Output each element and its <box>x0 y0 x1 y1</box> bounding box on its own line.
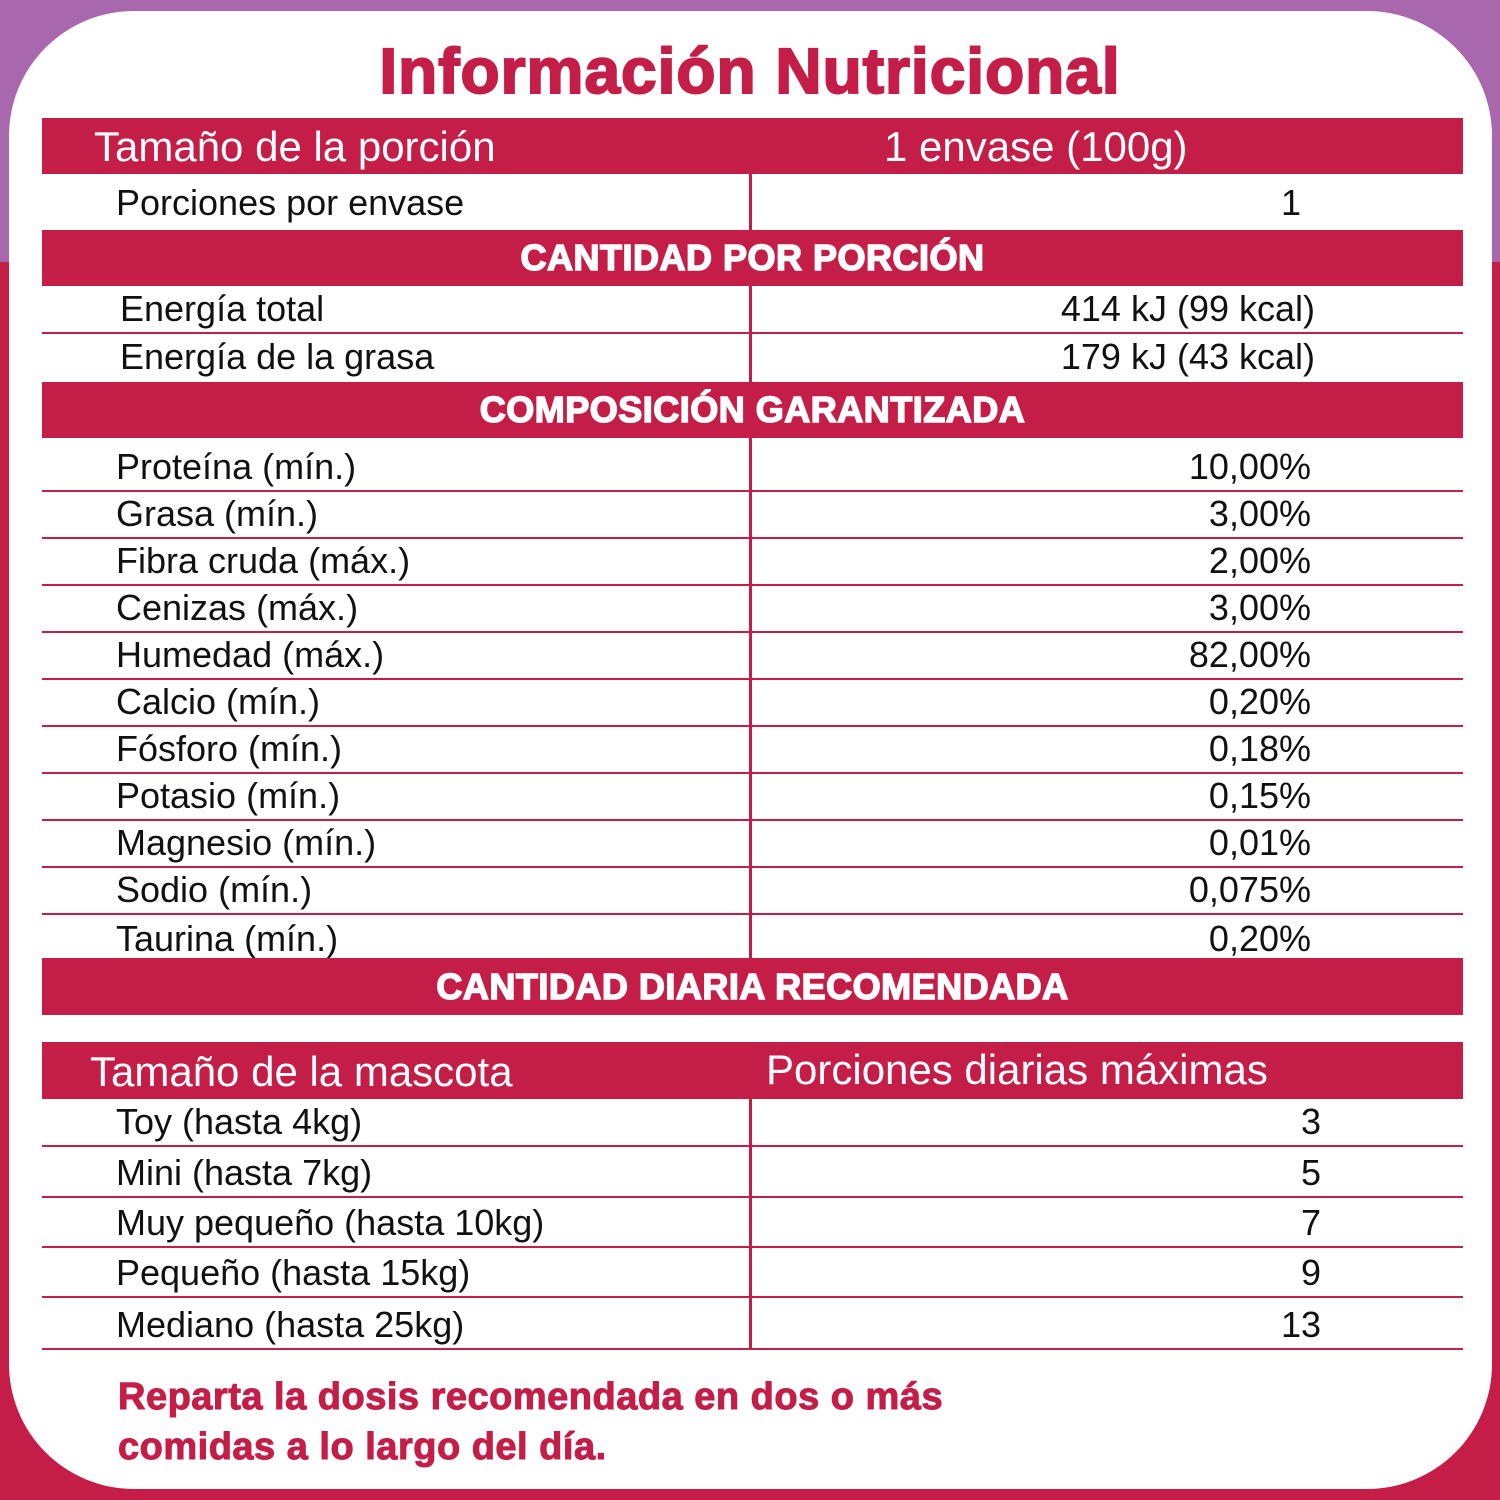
row-value: 2,00% <box>1208 540 1311 581</box>
table-row: Energía de la grasa 179 kJ (43 kcal) <box>42 334 1463 380</box>
table-row: Mini (hasta 7kg) 5 <box>42 1147 1463 1198</box>
row-value: 0,20% <box>1208 918 1311 959</box>
row-label: Proteína (mín.) <box>116 446 357 487</box>
column-divider <box>749 286 752 382</box>
row-label: Pequeño (hasta 15kg) <box>116 1252 471 1293</box>
row-label: Fósforo (mín.) <box>116 728 343 769</box>
table-row: Energía total 414 kJ (99 kcal) <box>42 286 1463 334</box>
row-label: Humedad (máx.) <box>116 634 385 675</box>
column-divider <box>749 174 752 230</box>
table-row: Calcio (mín.) 0,20% <box>42 680 1463 727</box>
section-amount-per-serving: CANTIDAD POR PORCIÓN <box>42 230 1463 286</box>
row-label: Magnesio (mín.) <box>116 822 377 863</box>
footer-note: Reparta la dosis recomendada en dos o má… <box>117 1372 944 1472</box>
row-value: 9 <box>1300 1252 1321 1293</box>
footer-line: comidas a lo largo del día. <box>117 1426 607 1469</box>
footer-line: Reparta la dosis recomendada en dos o má… <box>117 1376 944 1419</box>
row-value: 414 kJ (99 kcal) <box>1060 288 1315 329</box>
row-label: Muy pequeño (hasta 10kg) <box>116 1202 545 1243</box>
row-value: 0,01% <box>1208 822 1311 863</box>
row-label: Porciones por envase <box>116 182 465 223</box>
row-label: Toy (hasta 4kg) <box>116 1101 363 1142</box>
table-row: Potasio (mín.) 0,15% <box>42 774 1463 821</box>
table-row: Humedad (máx.) 82,00% <box>42 633 1463 680</box>
max-portions-header: Porciones diarias máximas <box>766 1046 1268 1093</box>
pet-size-header: Tamaño de la mascota <box>90 1048 513 1095</box>
column-divider <box>749 438 752 958</box>
serving-size-header: Tamaño de la porción 1 envase (100g) <box>42 118 1463 174</box>
table-row: Proteína (mín.) 10,00% <box>42 445 1463 492</box>
table-row: Fibra cruda (máx.) 2,00% <box>42 539 1463 586</box>
row-label: Mini (hasta 7kg) <box>116 1152 373 1193</box>
row-value: 13 <box>1280 1304 1321 1345</box>
row-label: Sodio (mín.) <box>116 869 313 910</box>
table-row: Fósforo (mín.) 0,18% <box>42 727 1463 774</box>
section-composition: COMPOSICIÓN GARANTIZADA <box>42 382 1463 438</box>
row-value: 10,00% <box>1188 446 1311 487</box>
column-divider <box>749 1099 752 1350</box>
row-value: 0,20% <box>1208 681 1311 722</box>
row-label: Energía de la grasa <box>120 336 435 377</box>
table-row: Sodio (mín.) 0,075% <box>42 868 1463 915</box>
row-label: Calcio (mín.) <box>116 681 321 722</box>
row-label: Cenizas (máx.) <box>116 587 359 628</box>
serving-size-label: Tamaño de la porción <box>94 123 496 170</box>
row-value: 82,00% <box>1188 634 1311 675</box>
row-value: 1 <box>1280 182 1301 223</box>
row-label: Grasa (mín.) <box>116 493 319 534</box>
row-value: 5 <box>1300 1152 1321 1193</box>
row-value: 3,00% <box>1208 493 1311 534</box>
row-label: Energía total <box>120 288 325 329</box>
row-value: 179 kJ (43 kcal) <box>1060 336 1315 377</box>
row-label: Taurina (mín.) <box>116 918 339 959</box>
row-label: Fibra cruda (máx.) <box>116 540 411 581</box>
table-row: Mediano (hasta 25kg) 13 <box>42 1298 1463 1350</box>
row-value: 0,15% <box>1208 775 1311 816</box>
table-row: Magnesio (mín.) 0,01% <box>42 821 1463 868</box>
table-row: Toy (hasta 4kg) 3 <box>42 1099 1463 1147</box>
row-label: Potasio (mín.) <box>116 775 341 816</box>
table-row: Pequeño (hasta 15kg) 9 <box>42 1248 1463 1298</box>
page-title: Información Nutricional <box>378 34 1121 108</box>
daily-table-header: Tamaño de la mascota Porciones diarias m… <box>42 1042 1463 1099</box>
servings-per-container-row: Porciones por envase 1 <box>42 174 1463 226</box>
table-row: Grasa (mín.) 3,00% <box>42 492 1463 539</box>
row-value: 3,00% <box>1208 587 1311 628</box>
table-row: Cenizas (máx.) 3,00% <box>42 586 1463 633</box>
row-value: 7 <box>1300 1202 1321 1243</box>
table-row: Taurina (mín.) 0,20% <box>42 915 1463 962</box>
serving-size-value: 1 envase (100g) <box>884 123 1188 170</box>
row-label: Mediano (hasta 25kg) <box>116 1304 465 1345</box>
row-value: 3 <box>1300 1101 1321 1142</box>
table-row: Muy pequeño (hasta 10kg) 7 <box>42 1198 1463 1248</box>
row-value: 0,18% <box>1208 728 1311 769</box>
row-value: 0,075% <box>1188 869 1311 910</box>
section-daily-amount: CANTIDAD DIARIA RECOMENDADA <box>42 958 1463 1015</box>
